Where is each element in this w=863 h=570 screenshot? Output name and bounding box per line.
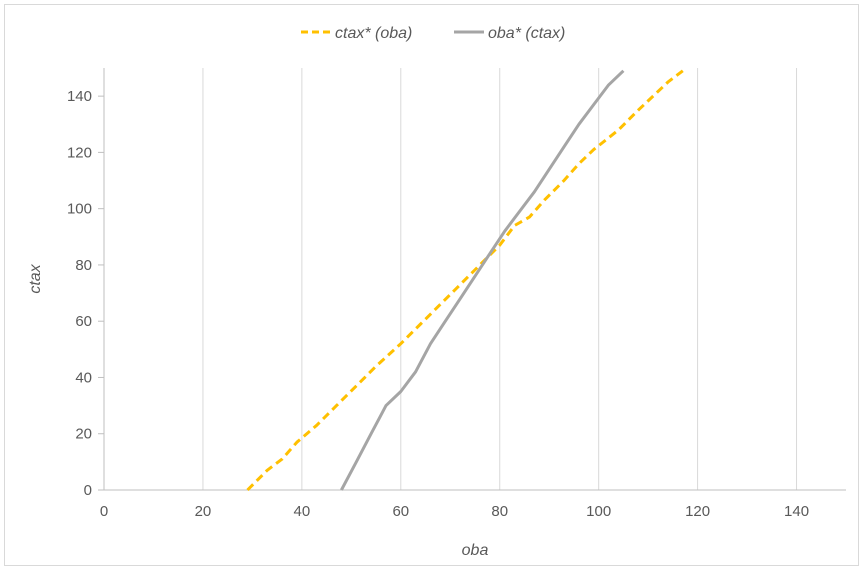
x-tick-label-20: 20: [195, 503, 212, 520]
y-tick-label-60: 60: [75, 313, 92, 330]
y-tick-label-20: 20: [75, 426, 92, 443]
x-tick-label-100: 100: [586, 503, 611, 520]
legend-label-2: oba* (ctax): [488, 25, 565, 42]
x-tick-labels: 0 20 40 60 80 100 120 140: [100, 503, 809, 520]
y-tick-labels: 0 20 40 60 80 100 120 140: [67, 88, 92, 499]
series-line-1: [246, 69, 684, 492]
x-tick-label-40: 40: [294, 503, 311, 520]
y-tick-label-120: 120: [67, 144, 92, 161]
x-tick-label-60: 60: [392, 503, 409, 520]
y-tick-label-80: 80: [75, 257, 92, 274]
chart-frame: [4, 4, 859, 566]
y-tick-label-140: 140: [67, 88, 92, 105]
x-tick-label-0: 0: [100, 503, 108, 520]
x-axis-title: oba: [462, 542, 489, 559]
y-tick-label-0: 0: [84, 482, 92, 499]
series-lines: [246, 69, 684, 492]
x-tick-label-80: 80: [491, 503, 508, 520]
y-tick-label-40: 40: [75, 369, 92, 386]
legend: ctax* (oba) oba* (ctax): [301, 25, 565, 42]
series-line-2: [340, 69, 625, 491]
x-tick-label-140: 140: [784, 503, 809, 520]
x-tick-label-120: 120: [685, 503, 710, 520]
axes: [98, 68, 846, 491]
grid-lines: [202, 68, 798, 490]
y-axis-title: ctax: [27, 263, 44, 293]
y-tick-label-100: 100: [67, 201, 92, 218]
legend-label-1: ctax* (oba): [335, 25, 412, 42]
